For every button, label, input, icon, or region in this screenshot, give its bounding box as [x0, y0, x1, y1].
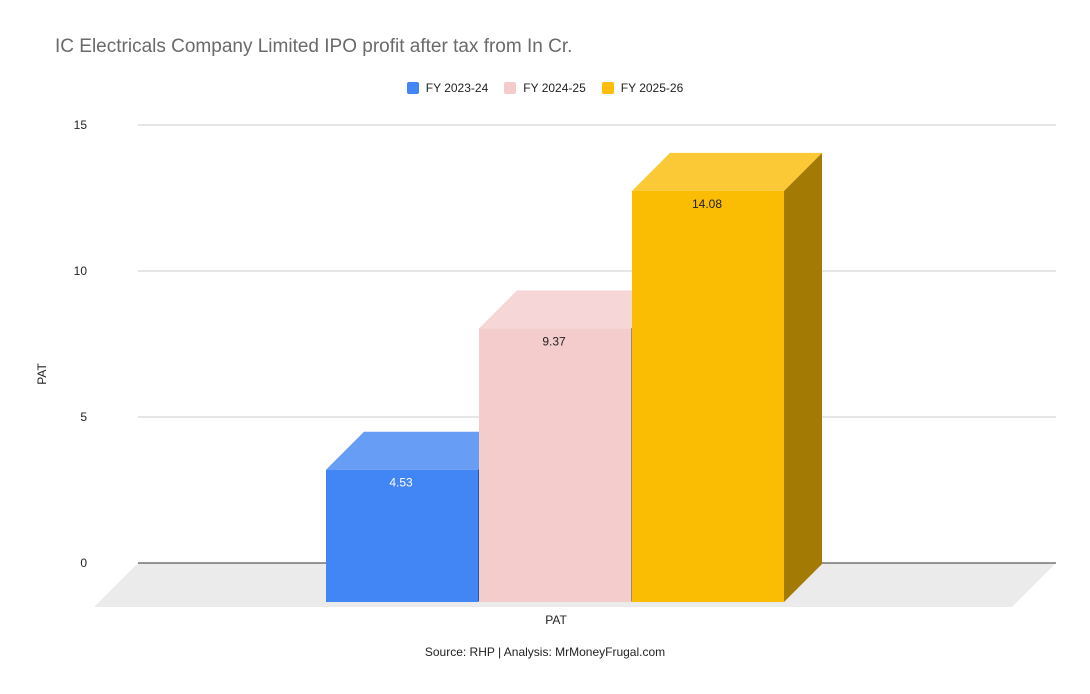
bar-3 [632, 190, 784, 602]
legend: FY 2023-24 FY 2024-25 FY 2025-26 [0, 81, 1090, 95]
source-note: Source: RHP | Analysis: MrMoneyFrugal.co… [424, 645, 666, 659]
legend-label-3: FY 2025-26 [620, 81, 684, 95]
bar-side-3 [784, 152, 822, 602]
data-label-2: 9.37 [542, 334, 566, 348]
y-axis-label: PAT [35, 363, 49, 385]
data-label-1: 4.53 [389, 476, 413, 490]
legend-entry-2: FY 2024-25 [504, 81, 586, 95]
chart-title: IC Electricals Company Limited IPO profi… [55, 36, 573, 57]
legend-swatch-2 [504, 82, 517, 94]
legend-swatch-3 [601, 82, 614, 94]
y-tick-label-15: 15 [74, 118, 88, 132]
legend-label-1: FY 2023-24 [425, 81, 489, 95]
bar-2 [479, 328, 631, 602]
x-axis-label: PAT [545, 613, 567, 627]
legend-entry-3: FY 2025-26 [601, 81, 684, 95]
bar-top-3 [632, 152, 822, 191]
legend-label-2: FY 2024-25 [523, 81, 586, 95]
y-tick-label-5: 5 [80, 410, 87, 424]
legend-entry-1: FY 2023-24 [406, 81, 489, 95]
data-label-3: 14.08 [692, 197, 722, 211]
y-tick-label-0: 0 [80, 556, 87, 570]
bar-1 [326, 469, 478, 602]
bar-top-1 [326, 431, 516, 470]
bar-top-2 [479, 290, 669, 329]
legend-swatch-1 [406, 82, 419, 94]
y-tick-label-10: 10 [74, 264, 88, 278]
